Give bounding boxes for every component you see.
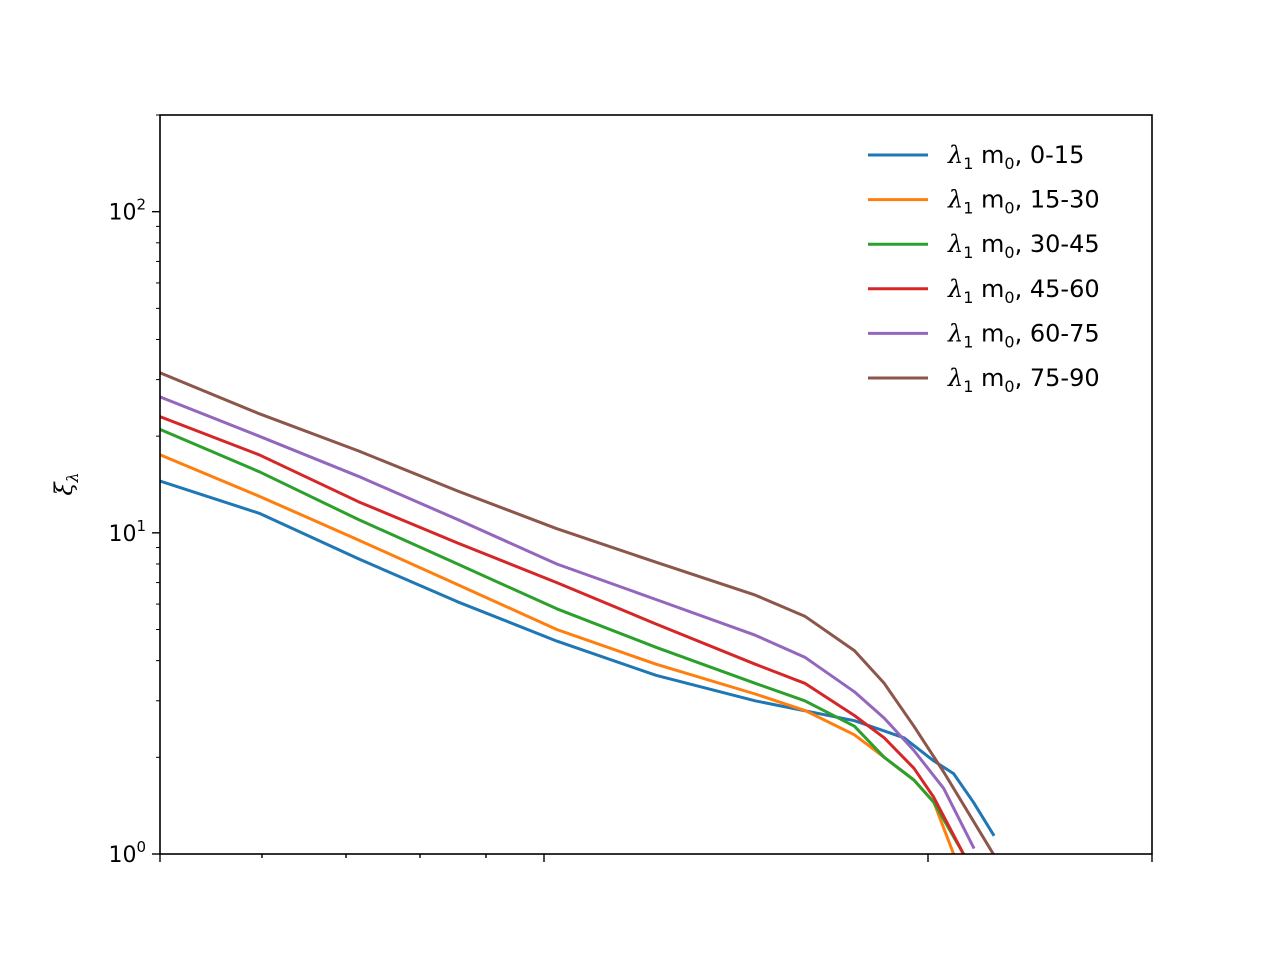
legend-label: λ1 m0, 30-45 <box>947 230 1100 262</box>
series-line-1 <box>160 479 996 837</box>
y-axis-label-symbol: ξ <box>50 481 78 496</box>
x-axis-ticks <box>159 854 1153 862</box>
y-tick-base: 10 <box>108 201 136 226</box>
legend-item: λ1 m0, 60-75 <box>868 319 1100 351</box>
legend: λ1 m0, 0-15 λ1 m0, 15-30 λ1 m0, 30-45 λ1 m0… <box>868 141 1100 396</box>
plot-frame <box>159 114 1153 855</box>
y-axis-label-sub: λ <box>63 472 82 483</box>
y-tick-base: 10 <box>108 522 136 547</box>
y-tick-exp: 1 <box>136 517 146 535</box>
y-tick-exp: 2 <box>136 196 146 214</box>
legend-item: λ1 m0, 0-15 <box>868 141 1084 173</box>
legend-item: λ1 m0, 30-45 <box>868 230 1100 262</box>
legend-label: λ1 m0, 15-30 <box>947 186 1100 218</box>
legend-item: λ1 m0, 75-90 <box>868 364 1100 396</box>
series-layer <box>160 371 996 854</box>
series-line-5 <box>160 395 976 850</box>
legend-label: λ1 m0, 0-15 <box>947 141 1084 173</box>
y-tick-exp: 0 <box>136 838 146 856</box>
legend-label: λ1 m0, 75-90 <box>947 364 1100 396</box>
y-tick-label: 102 <box>108 196 146 226</box>
legend-label: λ1 m0, 45-60 <box>947 275 1100 307</box>
y-tick-label: 101 <box>108 517 146 547</box>
series-line-3 <box>160 427 966 854</box>
y-axis-label: ξλ <box>50 472 82 495</box>
legend-item: λ1 m0, 45-60 <box>868 275 1100 307</box>
series-line-6 <box>160 371 996 854</box>
legend-item: λ1 m0, 15-30 <box>868 186 1100 218</box>
y-tick-base: 10 <box>108 843 136 868</box>
y-tick-label: 100 <box>108 838 146 868</box>
series-line-4 <box>160 415 966 854</box>
legend-label: λ1 m0, 60-75 <box>947 319 1100 351</box>
